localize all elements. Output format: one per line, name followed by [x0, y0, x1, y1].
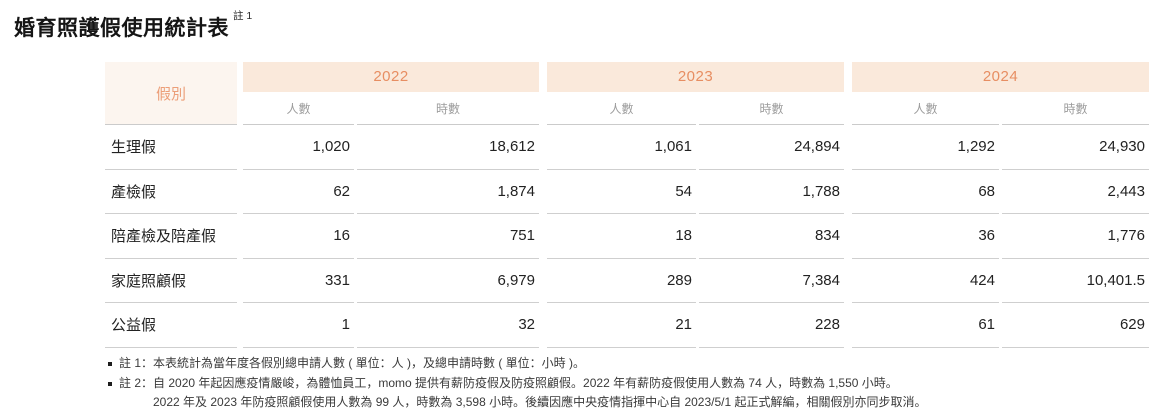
footnote-2-line-1: 註 2：自 2020 年起因應疫情嚴峻，為體恤員工，momo 提供有薪防疫假及防…: [105, 374, 927, 394]
subheader-2023-hours: 時數: [699, 92, 844, 125]
row-label: 產檢假: [105, 170, 237, 214]
cell-2024-people: 61: [852, 303, 999, 348]
table-row-menstrual-leave: 生理假 1,020 18,612 1,061 24,894 1,292 24,9…: [105, 125, 1149, 170]
table-row-family-care-leave: 家庭照顧假 331 6,979 289 7,384 424 10,401.5: [105, 259, 1149, 303]
table-header-row: 假別 2022 人數 時數 2023 人數 時數 2024 人數 時數: [105, 62, 1149, 125]
cell-2022-people: 331: [243, 259, 354, 303]
footnote-2-line-2: 2022 年及 2023 年防疫照顧假使用人數為 99 人，時數為 3,598 …: [105, 393, 927, 413]
cell-2023-hours: 24,894: [699, 125, 844, 170]
row-label: 家庭照顧假: [105, 259, 237, 303]
cell-2024-hours: 24,930: [1002, 125, 1149, 170]
cell-2022-hours: 751: [357, 214, 539, 259]
page-title: 婚育照護假使用統計表註 1: [14, 10, 253, 42]
cell-2024-people: 424: [852, 259, 999, 303]
table-row-public-welfare-leave: 公益假 1 32 21 228 61 629: [105, 303, 1149, 348]
footnotes: 註 1：本表統計為當年度各假別總申請人數 ( 單位：人 )，及總申請時數 ( 單…: [105, 354, 927, 413]
cell-2024-hours: 2,443: [1002, 170, 1149, 214]
cell-2022-hours: 18,612: [357, 125, 539, 170]
footnote-text: 註 2：自 2020 年起因應疫情嚴峻，為體恤員工，momo 提供有薪防疫假及防…: [119, 375, 898, 390]
row-label: 陪產檢及陪產假: [105, 214, 237, 259]
cell-2022-hours: 6,979: [357, 259, 539, 303]
subheader-row-2022: 人數 時數: [243, 92, 539, 125]
subheader-2022-hours: 時數: [357, 92, 539, 125]
subheader-row-2024: 人數 時數: [852, 92, 1149, 125]
cell-2023-people: 21: [547, 303, 696, 348]
subheader-2022-people: 人數: [243, 92, 354, 125]
cell-2023-hours: 7,384: [699, 259, 844, 303]
row-label: 生理假: [105, 125, 237, 170]
footnote-text: 註 1：本表統計為當年度各假別總申請人數 ( 單位：人 )，及總申請時數 ( 單…: [119, 356, 585, 370]
year-group-2022-header: 2022 人數 時數: [243, 62, 539, 125]
cell-2023-people: 289: [547, 259, 696, 303]
table-row-paternity-leave: 陪產檢及陪產假 16 751 18 834 36 1,776: [105, 214, 1149, 259]
cell-2024-people: 68: [852, 170, 999, 214]
subheader-2024-people: 人數: [852, 92, 999, 125]
cell-2023-hours: 228: [699, 303, 844, 348]
cell-2023-hours: 1,788: [699, 170, 844, 214]
subheader-2024-hours: 時數: [1002, 92, 1149, 125]
cell-2024-people: 1,292: [852, 125, 999, 170]
cell-2024-hours: 10,401.5: [1002, 259, 1149, 303]
column-header-leave-type: 假別: [105, 62, 237, 125]
footnote-1: 註 1：本表統計為當年度各假別總申請人數 ( 單位：人 )，及總申請時數 ( 單…: [105, 354, 927, 374]
subheader-2023-people: 人數: [547, 92, 696, 125]
cell-2024-people: 36: [852, 214, 999, 259]
cell-2024-hours: 629: [1002, 303, 1149, 348]
cell-2022-people: 16: [243, 214, 354, 259]
year-header-2022: 2022: [243, 62, 539, 92]
cell-2022-hours: 32: [357, 303, 539, 348]
year-header-2023: 2023: [547, 62, 844, 92]
cell-2023-people: 18: [547, 214, 696, 259]
year-group-2024-header: 2024 人數 時數: [852, 62, 1149, 125]
cell-2022-people: 62: [243, 170, 354, 214]
footnote-text: 2022 年及 2023 年防疫照顧假使用人數為 99 人，時數為 3,598 …: [153, 395, 927, 409]
page-title-note-ref: 註 1: [233, 10, 253, 22]
page-title-text: 婚育照護假使用統計表: [14, 17, 229, 40]
cell-2023-people: 54: [547, 170, 696, 214]
cell-2022-hours: 1,874: [357, 170, 539, 214]
cell-2022-people: 1: [243, 303, 354, 348]
cell-2022-people: 1,020: [243, 125, 354, 170]
year-group-2023-header: 2023 人數 時數: [547, 62, 844, 125]
row-label: 公益假: [105, 303, 237, 348]
leave-usage-table: 假別 2022 人數 時數 2023 人數 時數 2024 人數 時數 生理假: [105, 62, 1149, 348]
bullet-icon: [108, 362, 112, 366]
cell-2023-people: 1,061: [547, 125, 696, 170]
cell-2023-hours: 834: [699, 214, 844, 259]
year-header-2024: 2024: [852, 62, 1149, 92]
bullet-icon: [108, 381, 112, 386]
table-row-prenatal-checkup-leave: 產檢假 62 1,874 54 1,788 68 2,443: [105, 170, 1149, 214]
cell-2024-hours: 1,776: [1002, 214, 1149, 259]
subheader-row-2023: 人數 時數: [547, 92, 844, 125]
